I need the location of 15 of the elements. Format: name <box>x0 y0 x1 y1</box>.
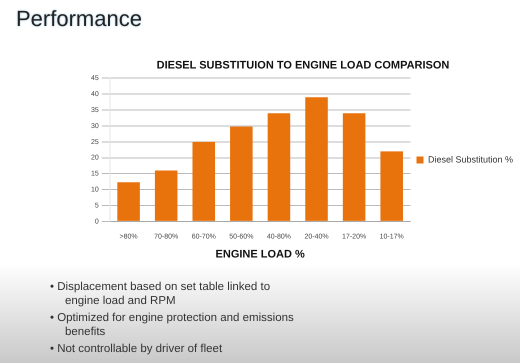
bar <box>154 170 178 221</box>
legend-label: Diesel Substitution % <box>428 154 514 164</box>
bar <box>342 113 366 221</box>
bar <box>192 142 216 221</box>
bar <box>268 113 290 221</box>
chart-title: DIESEL SUBSTITUION TO ENGINE LOAD COMPARISON <box>156 60 450 72</box>
bar <box>305 97 328 221</box>
bar <box>230 126 253 221</box>
text: Performance <box>16 6 142 32</box>
x-axis-title: ENGINE LOAD % <box>216 248 305 260</box>
text: • Displacement based on set table linked to engine load and RPM <box>50 280 272 308</box>
text: • Not controllable by driver of fleet <box>50 342 224 356</box>
bar <box>380 151 403 221</box>
text: • Optimized for engine protection and emissions benefits <box>50 311 295 339</box>
bar <box>117 182 140 221</box>
